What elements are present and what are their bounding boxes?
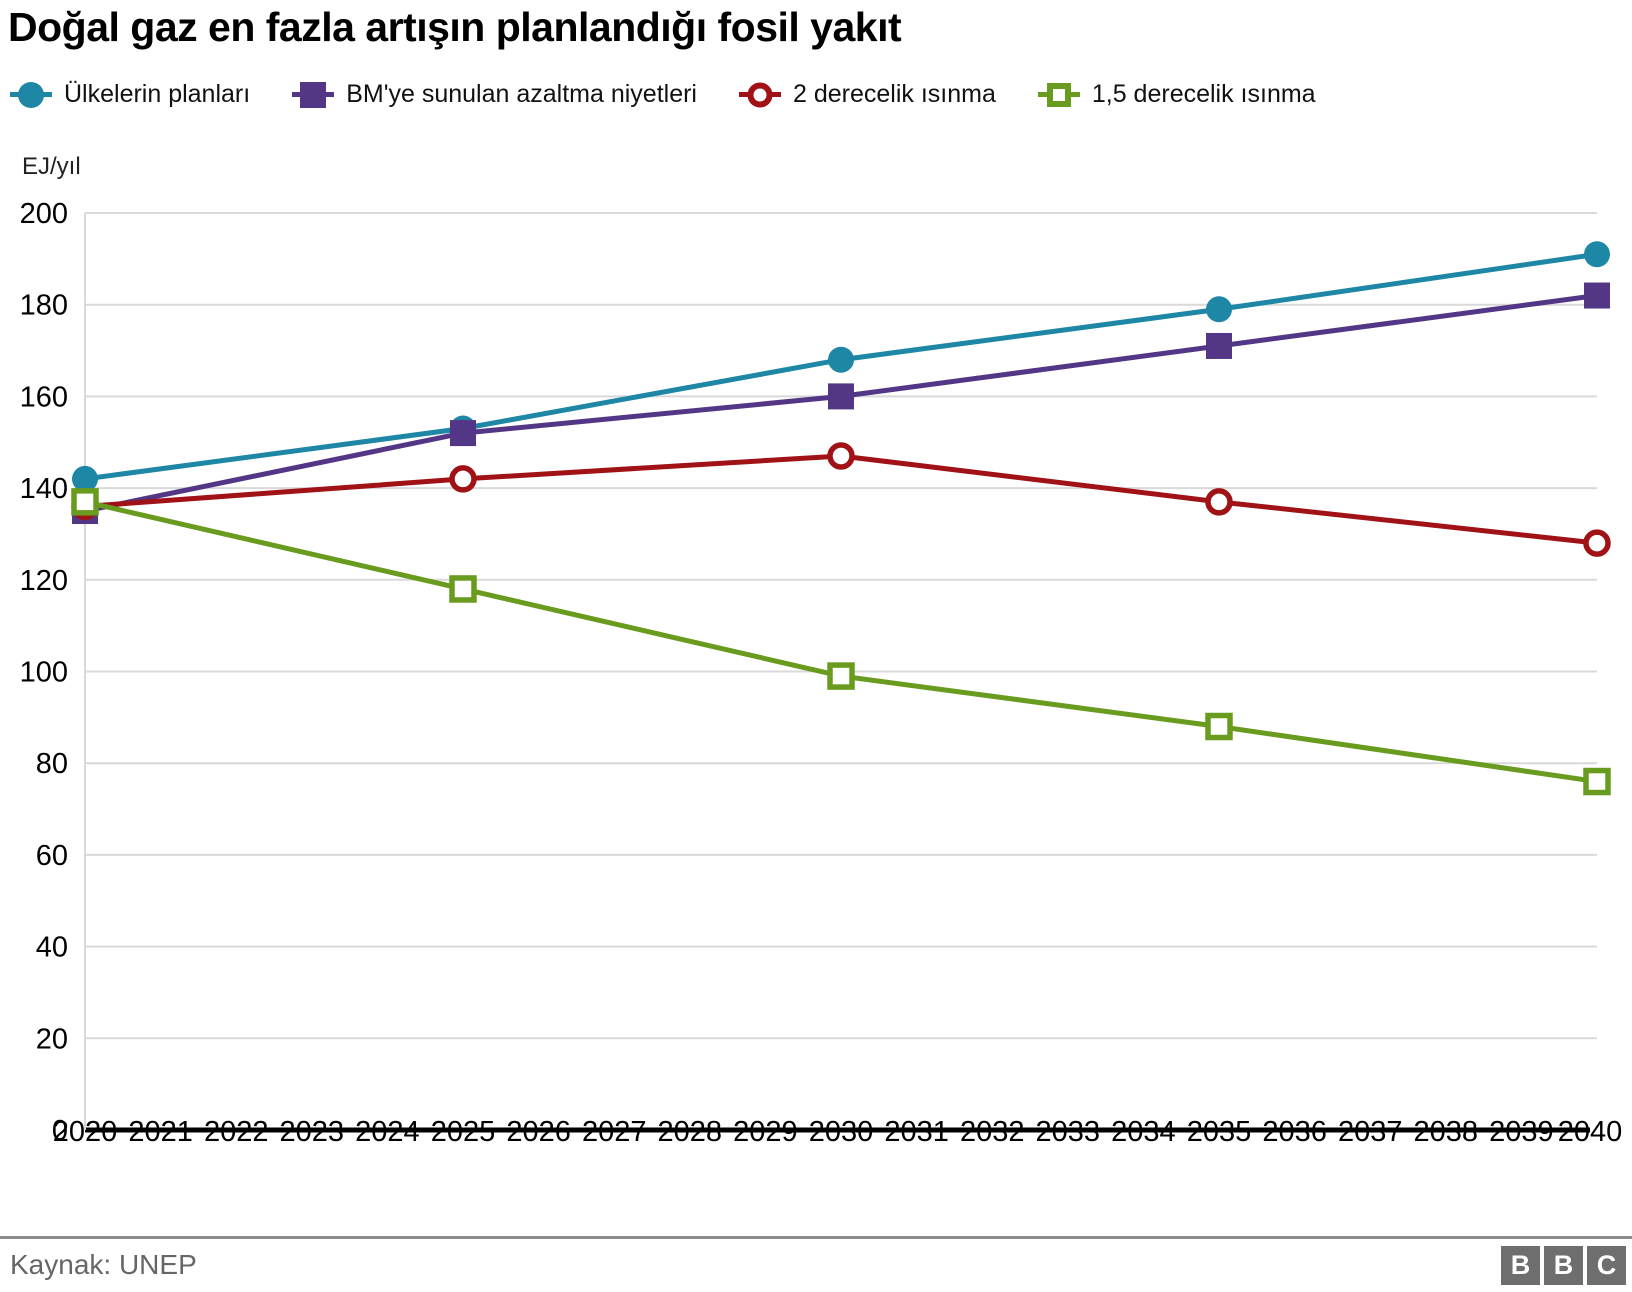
x-tick-label: 2032	[960, 1116, 1025, 1148]
x-tick-label: 2035	[1187, 1116, 1252, 1148]
data-point-marker	[450, 420, 476, 447]
legend-label: BM'ye sunulan azaltma niyetleri	[346, 80, 697, 108]
y-axis-unit-label: EJ/yıl	[22, 153, 81, 180]
x-tick-label: 2029	[733, 1116, 798, 1148]
chart-title: Doğal gaz en fazla artışın planlandığı f…	[8, 4, 902, 50]
legend-item-1-5-derece: 1,5 derecelik ısınma	[1037, 80, 1316, 109]
source-label: Kaynak: UNEP	[10, 1249, 197, 1280]
legend-item-bm-niyetleri: BM'ye sunulan azaltma niyetleri	[292, 80, 697, 109]
y-tick-label: 60	[36, 840, 68, 872]
x-tick-label: 2025	[431, 1116, 496, 1148]
legend-item-ulkelerin-planlari: Ülkelerin planları	[10, 80, 250, 109]
legend-label: 2 derecelik ısınma	[792, 80, 996, 108]
x-tick-label: 2020	[53, 1116, 118, 1148]
bbc-logo-letter: B	[1544, 1246, 1583, 1285]
bbc-logo-letter: B	[1501, 1246, 1540, 1285]
y-tick-label: 180	[20, 290, 68, 322]
filled-circle-legend-icon	[10, 81, 52, 109]
x-tick-label: 2021	[128, 1116, 193, 1148]
x-tick-label: 2026	[506, 1116, 571, 1148]
y-tick-label: 160	[20, 381, 68, 413]
data-point-marker	[1206, 332, 1232, 359]
data-point-marker	[1206, 296, 1232, 323]
data-point-marker	[1584, 241, 1610, 268]
data-point-marker	[828, 346, 854, 373]
data-point-marker	[71, 488, 99, 516]
y-tick-label: 120	[20, 565, 68, 597]
footer-divider	[0, 1236, 1632, 1239]
x-tick-label: 2037	[1338, 1116, 1403, 1148]
x-tick-label: 2027	[582, 1116, 647, 1148]
x-tick-label: 2038	[1414, 1116, 1479, 1148]
open-circle-legend-icon	[738, 81, 781, 109]
data-point-marker	[827, 662, 855, 690]
y-tick-label: 40	[36, 932, 68, 964]
x-tick-label: 2022	[204, 1116, 269, 1148]
x-tick-label: 2039	[1489, 1116, 1554, 1148]
x-tick-label: 2028	[658, 1116, 723, 1148]
legend-label: Ülkelerin planları	[64, 80, 251, 108]
x-tick-label: 2031	[884, 1116, 949, 1148]
x-tick-label: 2023	[280, 1116, 345, 1148]
x-tick-label: 2036	[1262, 1116, 1327, 1148]
y-tick-label: 0	[52, 1115, 68, 1147]
x-tick-label: 2033	[1036, 1116, 1101, 1148]
y-tick-label: 200	[20, 198, 68, 230]
y-tick-label: 80	[36, 748, 68, 780]
data-point-marker	[1584, 282, 1610, 309]
bbc-logo-letter: C	[1587, 1246, 1626, 1285]
x-tick-label: 2024	[355, 1116, 420, 1148]
legend-label: 1,5 derecelik ısınma	[1091, 80, 1316, 108]
data-point-marker	[449, 465, 477, 493]
legend-item-2-derece: 2 derecelik ısınma	[738, 80, 996, 109]
x-tick-label: 2040	[1558, 1116, 1623, 1148]
data-point-marker	[827, 442, 855, 470]
data-point-marker	[1583, 767, 1611, 796]
open-square-legend-icon	[1037, 81, 1080, 109]
data-point-marker	[1205, 712, 1233, 741]
data-point-marker	[1583, 529, 1611, 557]
series-line	[84, 499, 1598, 785]
legend: Ülkelerin planları BM'ye sunulan azaltma…	[10, 80, 1316, 109]
data-point-marker	[449, 575, 477, 603]
bbc-logo: B B C	[1501, 1246, 1626, 1285]
x-tick-label: 2034	[1111, 1116, 1176, 1148]
data-point-marker	[1205, 488, 1233, 516]
y-tick-label: 20	[36, 1023, 68, 1055]
data-point-marker	[828, 383, 854, 410]
x-tick-label: 2030	[809, 1116, 874, 1148]
data-point-marker	[72, 465, 98, 492]
y-tick-label: 100	[20, 657, 68, 689]
filled-square-legend-icon	[292, 81, 335, 109]
y-tick-label: 140	[20, 473, 68, 505]
